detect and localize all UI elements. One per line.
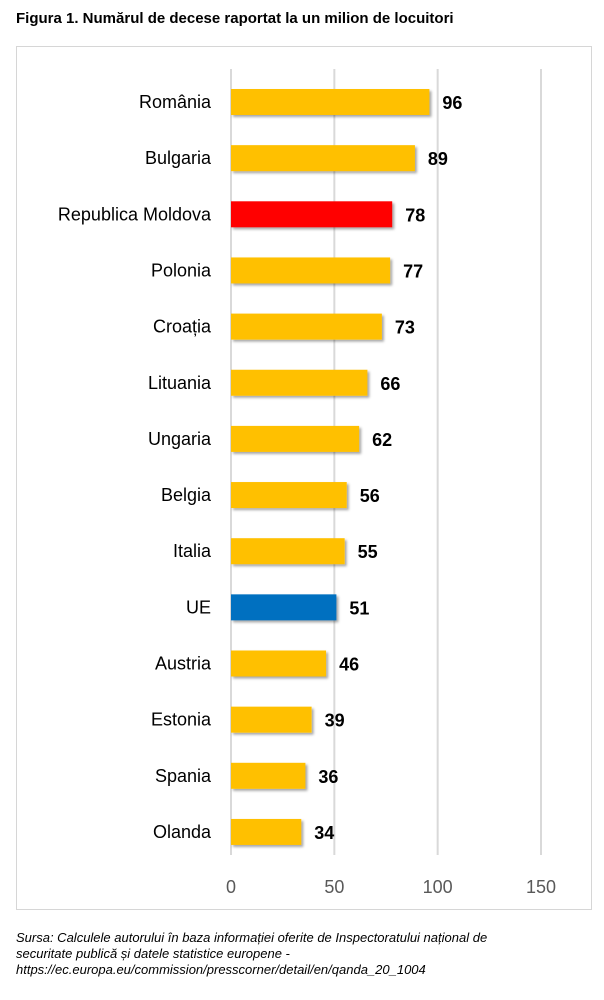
figure-title: Figura 1. Numărul de decese raportat la … — [16, 10, 454, 27]
category-label: Belgia — [161, 485, 212, 505]
data-label: 77 — [403, 261, 423, 281]
bar — [231, 201, 392, 227]
category-label: Polonia — [151, 260, 212, 280]
category-label: Italia — [173, 541, 212, 561]
x-tick-label: 0 — [226, 877, 236, 897]
category-label: UE — [186, 597, 211, 617]
category-label: Spania — [155, 766, 212, 786]
data-label: 55 — [358, 542, 378, 562]
bar — [231, 426, 359, 452]
data-label: 78 — [405, 205, 425, 225]
data-label: 34 — [314, 823, 334, 843]
category-label: Bulgaria — [145, 148, 212, 168]
category-label: Croația — [153, 317, 212, 337]
bar — [231, 482, 347, 508]
bar — [231, 145, 415, 171]
source-note: Sursa: Calculele autorului în baza infor… — [16, 930, 588, 978]
chart-frame: 0 50 100 150 România 96 Bulgaria 89 Republica Mo… — [16, 46, 592, 910]
source-line-3: https://ec.europa.eu/commission/presscor… — [16, 962, 588, 978]
bar — [231, 370, 367, 396]
bar — [231, 538, 345, 564]
gridlines — [231, 69, 541, 855]
data-label: 62 — [372, 430, 392, 450]
bar — [231, 819, 301, 845]
bar — [231, 763, 305, 789]
source-line-1: Sursa: Calculele autorului în baza infor… — [16, 930, 588, 946]
data-label: 73 — [395, 318, 415, 338]
data-label: 89 — [428, 149, 448, 169]
bar — [231, 314, 382, 340]
category-label: Ungaria — [148, 429, 212, 449]
bar — [231, 257, 390, 283]
category-label: Republica Moldova — [58, 204, 212, 224]
bars — [231, 89, 429, 845]
bar — [231, 707, 312, 733]
data-label: 96 — [442, 93, 462, 113]
category-label: Lituania — [148, 373, 212, 393]
category-label: România — [139, 92, 212, 112]
bar — [231, 651, 326, 677]
x-tick-label: 100 — [423, 877, 453, 897]
data-label: 51 — [349, 598, 369, 618]
data-label: 46 — [339, 655, 359, 675]
category-label: Estonia — [151, 710, 212, 730]
category-label: Olanda — [153, 822, 212, 842]
data-label: 56 — [360, 486, 380, 506]
data-label: 66 — [380, 374, 400, 394]
x-tick-label: 50 — [324, 877, 344, 897]
category-label: Austria — [155, 654, 212, 674]
bar — [231, 89, 429, 115]
bar-chart: 0 50 100 150 România 96 Bulgaria 89 Republica Mo… — [17, 47, 591, 909]
data-label: 39 — [325, 711, 345, 731]
bar — [231, 594, 336, 620]
source-line-2: securitate publică și datele statistice … — [16, 946, 588, 962]
data-label: 36 — [318, 767, 338, 787]
x-tick-label: 150 — [526, 877, 556, 897]
